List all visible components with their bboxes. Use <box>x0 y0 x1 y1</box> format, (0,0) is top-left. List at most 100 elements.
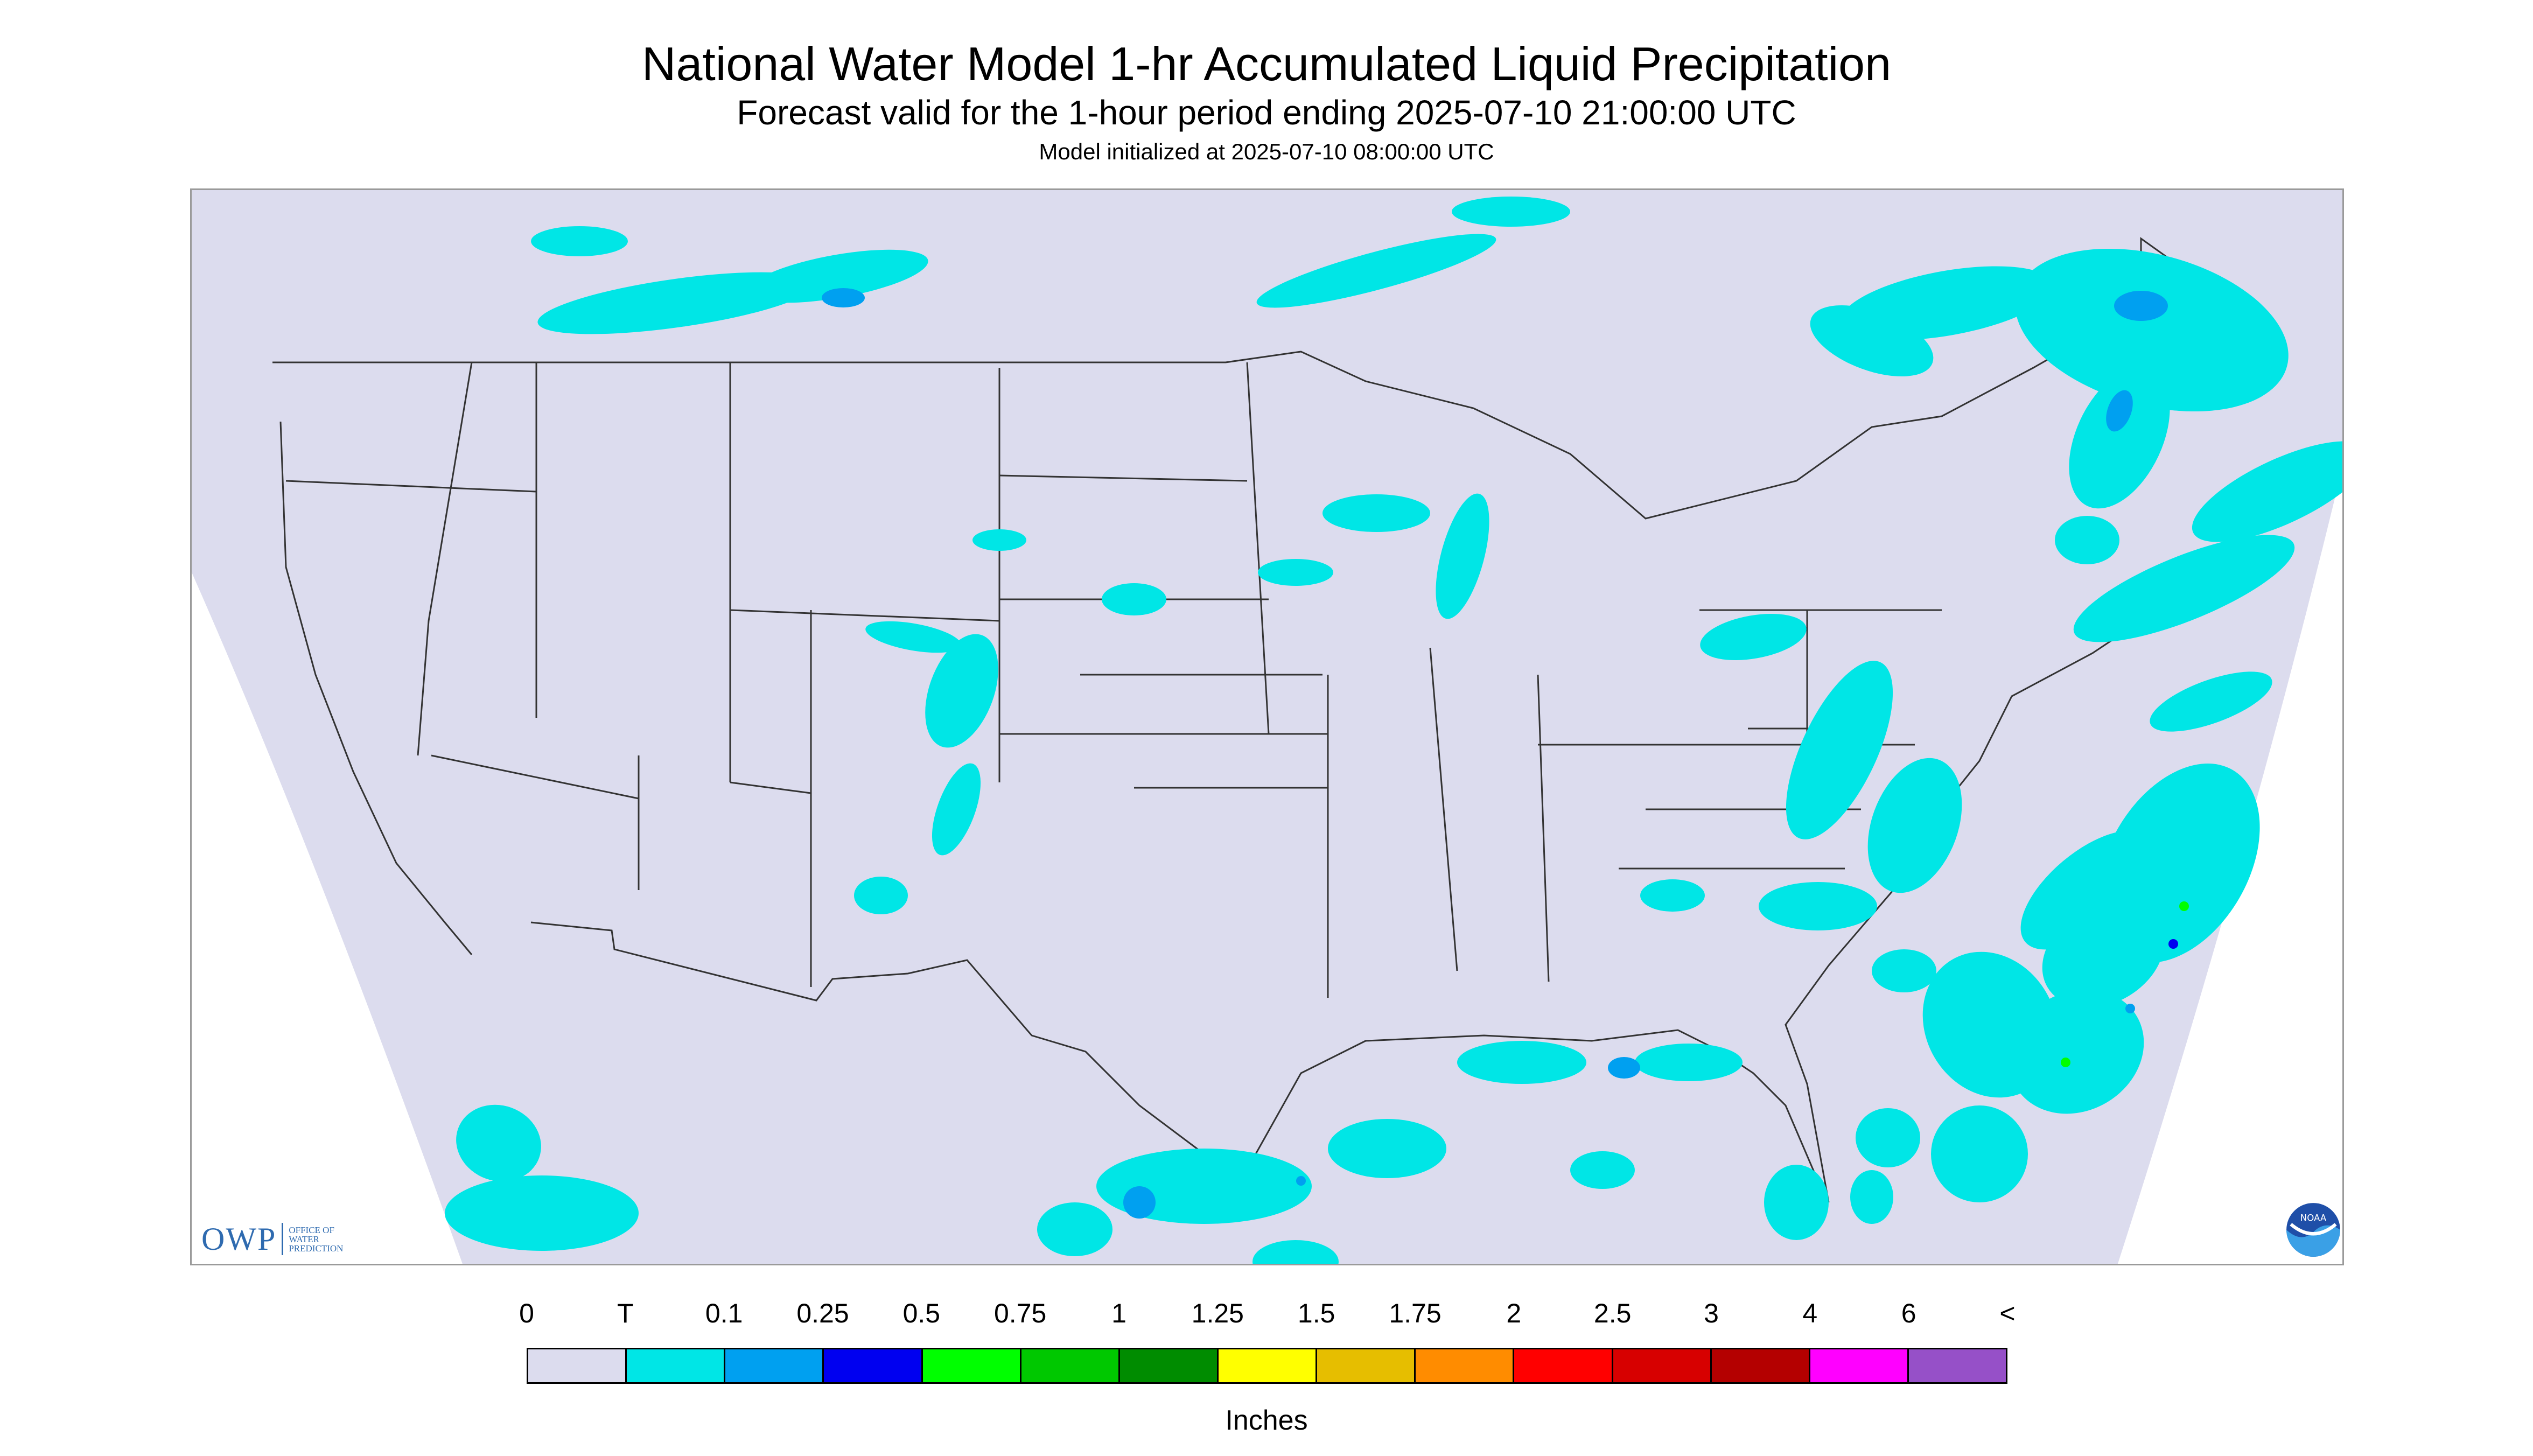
precip-area <box>1452 197 1570 227</box>
precip-cell <box>2125 1004 2135 1013</box>
precip-area <box>1931 1105 2028 1202</box>
legend-tick-labels: 0 T 0.1 0.25 0.5 0.75 1 1.25 1.5 1.75 2 2.5 3 4 6 < <box>0 1298 2533 1330</box>
precip-area <box>1570 1151 1635 1189</box>
precip-area <box>2015 248 2289 412</box>
legend-tick-label: 1.5 <box>1297 1298 1335 1328</box>
precip-area <box>1850 1170 1893 1224</box>
legend-colorbar <box>527 1348 2007 1384</box>
precip-area <box>2073 535 2295 642</box>
precip-area <box>854 877 908 914</box>
precip-area <box>1759 882 1877 930</box>
owp-logo: OWP Office of Water Prediction <box>201 1217 348 1261</box>
legend-tick-label: 0 <box>519 1298 534 1328</box>
precip-area <box>2114 291 2168 321</box>
precip-cell <box>2179 901 2189 911</box>
precip-area <box>747 249 928 303</box>
precip-area <box>1786 661 1893 839</box>
legend-swatch-10 <box>1514 1349 1613 1382</box>
precip-area <box>1608 1057 1640 1079</box>
precip-area <box>1764 1165 1829 1240</box>
precip-area <box>2192 441 2342 542</box>
legend-units-label: Inches <box>1225 1405 1308 1436</box>
precip-area <box>2055 516 2119 564</box>
precip-area <box>2106 390 2133 432</box>
legend-swatch-3 <box>824 1349 923 1382</box>
owp-logo-divider <box>282 1223 284 1255</box>
precip-area <box>531 226 628 256</box>
precip-area <box>865 621 961 653</box>
legend-swatch-13 <box>1810 1349 1909 1382</box>
model-init-line: Model initialized at 2025-07-10 08:00:00… <box>1039 139 1494 164</box>
legend-swatch-2 <box>725 1349 824 1382</box>
legend-tick-label: 1.25 <box>1191 1298 1244 1328</box>
precip-area <box>1640 879 1705 912</box>
precip-area <box>1872 949 1936 992</box>
legend-swatch-4 <box>922 1349 1021 1382</box>
legend-tick-label: 0.5 <box>902 1298 941 1328</box>
legend-swatch-7 <box>1218 1349 1318 1382</box>
precip-cell <box>2168 939 2178 949</box>
precip-area <box>1436 493 1489 619</box>
precip-area <box>1323 494 1430 532</box>
legend-swatch-6 <box>1119 1349 1219 1382</box>
legend-swatch-0 <box>528 1349 627 1382</box>
noaa-logo: NOAA <box>2286 1203 2340 1257</box>
legend-tick-label: T <box>617 1298 634 1328</box>
precip-area <box>1635 1044 1743 1081</box>
precip-area <box>537 272 815 334</box>
precip-area <box>445 1175 639 1251</box>
precip-area <box>1256 234 1496 308</box>
legend-tick-label: < <box>1999 1298 2016 1328</box>
precip-area <box>1328 1119 1446 1178</box>
noaa-logo-text: NOAA <box>2300 1213 2327 1223</box>
legend-tick-label: 2.5 <box>1593 1298 1632 1328</box>
legend-tick-label: 6 <box>1901 1298 1916 1328</box>
legend-swatch-9 <box>1416 1349 1515 1382</box>
precip-area <box>1700 613 1807 661</box>
legend-tick-label: 0.1 <box>705 1298 743 1328</box>
legend-swatch-14 <box>1908 1349 2006 1382</box>
precip-area <box>1037 1202 1112 1256</box>
precip-area <box>1867 758 1962 893</box>
owp-logo-mark: OWP <box>201 1221 277 1257</box>
precip-area <box>1102 583 1166 615</box>
precip-area <box>456 1104 541 1182</box>
precip-area <box>822 288 865 307</box>
legend-tick-label: 2 <box>1506 1298 1522 1328</box>
legend-tick-label: 0.75 <box>993 1298 1047 1328</box>
precip-area <box>1856 1108 1920 1167</box>
precip-area <box>2069 367 2170 509</box>
state-lines-east <box>1538 609 1942 870</box>
legend-tick-label: 1 <box>1111 1298 1126 1328</box>
precipitation-map: OWP Office of Water Prediction NOAA <box>190 188 2344 1265</box>
legend-swatch-1 <box>627 1349 726 1382</box>
precip-cell <box>2061 1058 2070 1067</box>
forecast-valid-subtitle: Forecast valid for the 1-hour period end… <box>737 93 1796 132</box>
state-lines-west <box>285 362 1000 987</box>
legend-swatch-5 <box>1021 1349 1120 1382</box>
map-title: National Water Model 1-hr Accumulated Li… <box>641 37 1892 90</box>
precip-area <box>932 763 981 856</box>
precip-area <box>925 634 998 748</box>
precip-area <box>972 529 1026 551</box>
gulf-coast <box>1224 1029 1830 1208</box>
precip-area <box>1123 1186 1156 1219</box>
precip-area <box>1252 1240 1339 1264</box>
legend-tick-label: 1.75 <box>1389 1298 1442 1328</box>
precip-area <box>1457 1041 1586 1084</box>
legend-tick-label: 0.25 <box>796 1298 849 1328</box>
legend-tick-label: 3 <box>1704 1298 1719 1328</box>
legend-swatch-8 <box>1317 1349 1416 1382</box>
west-coast <box>279 421 473 955</box>
owp-logo-text: Office of Water Prediction <box>289 1224 344 1254</box>
precip-area <box>1258 559 1333 586</box>
map-canvas <box>192 190 2342 1264</box>
precip-cell <box>1296 1176 1306 1186</box>
precip-area <box>1841 266 2054 340</box>
precip-area <box>2009 989 2144 1114</box>
precip-area <box>2150 671 2272 732</box>
legend-swatch-11 <box>1613 1349 1712 1382</box>
us-mexico-border <box>530 921 1227 1208</box>
legend-tick-label: 4 <box>1802 1298 1818 1328</box>
precip-area <box>2042 901 2165 1008</box>
